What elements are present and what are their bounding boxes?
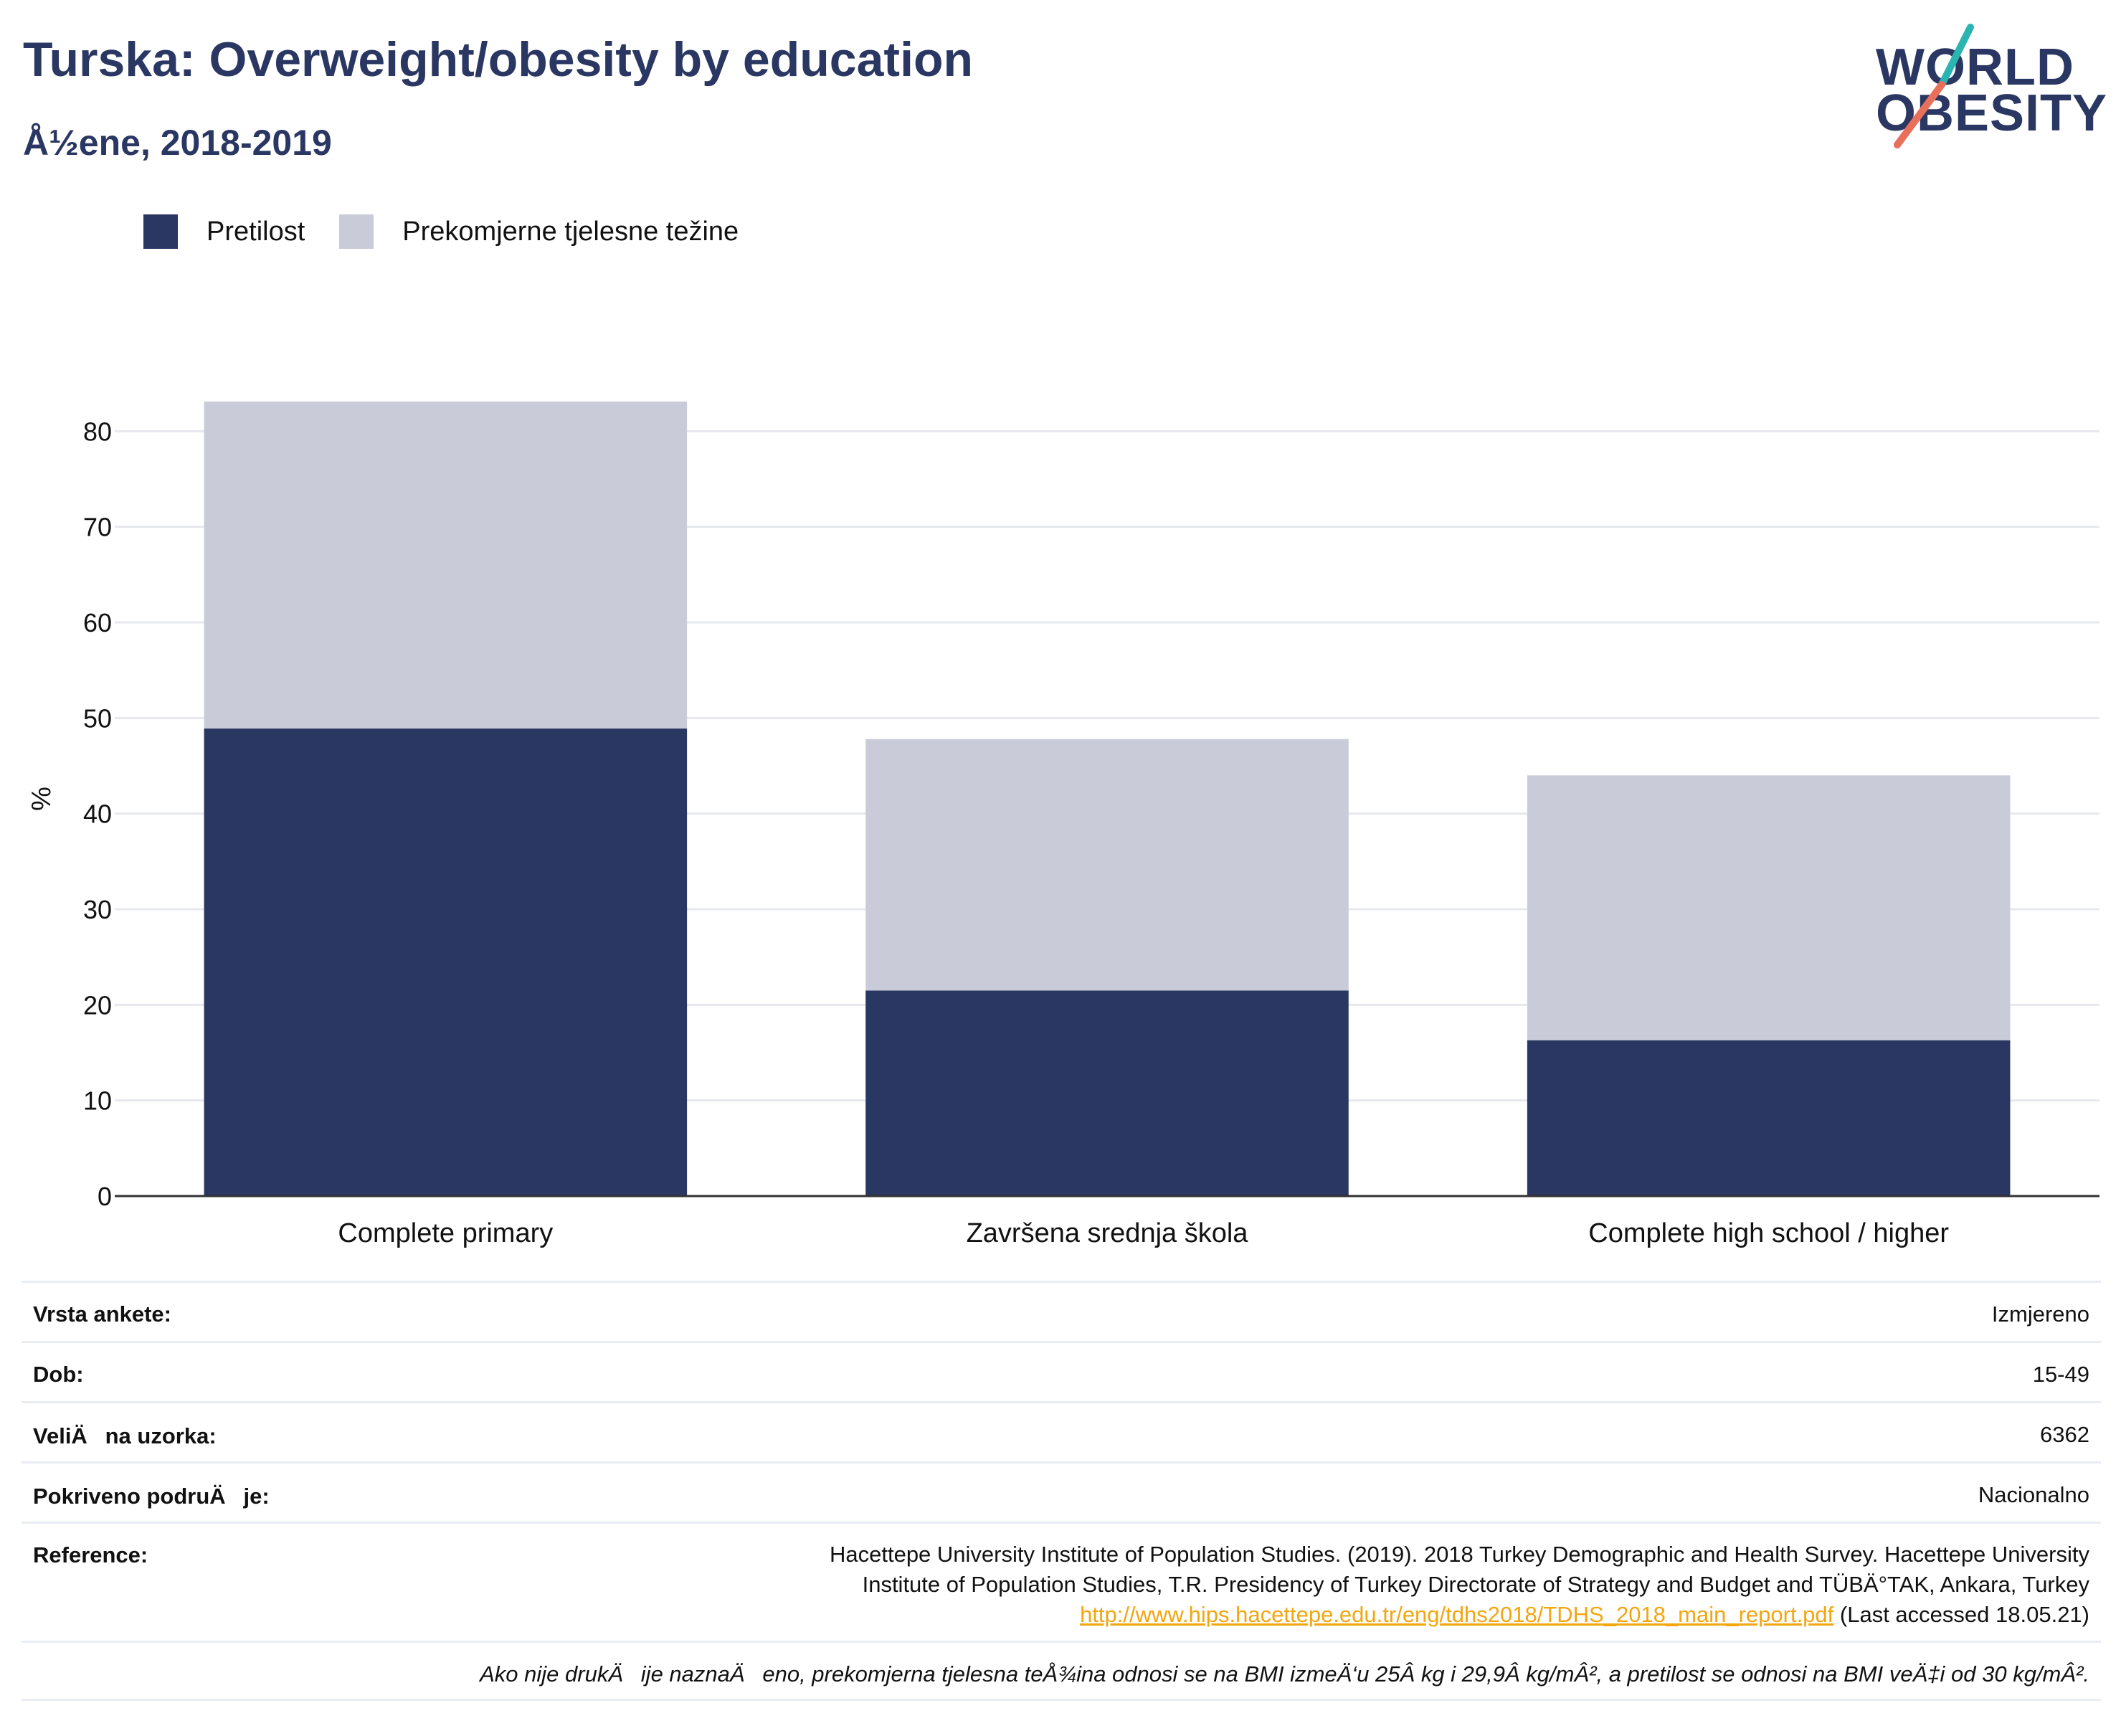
- info-label: VeliÄna uzorka:: [33, 1423, 217, 1448]
- y-tick-label: 50: [83, 703, 112, 733]
- x-tick-label: Završena srednja škola: [967, 1218, 1249, 1248]
- info-row-area-covered: Pokriveno podruÄje: Nacionalno: [22, 1461, 2101, 1522]
- info-label: Dob:: [33, 1362, 84, 1387]
- chart-title: Turska: Overweight/obesity by education: [23, 32, 974, 87]
- y-tick-label: 0: [98, 1182, 112, 1211]
- y-tick-label: 60: [83, 608, 112, 637]
- legend-label-pretilost: Pretilost: [207, 216, 305, 247]
- logo-line-obesity: OBESITY: [1876, 85, 2108, 142]
- reference-line: Hacettepe University Institute of Popula…: [829, 1542, 2089, 1567]
- logo-slash-icon: [1894, 24, 1974, 148]
- logo-line-world: WORLD: [1876, 39, 2074, 96]
- info-row-sample-size: VeliÄna uzorka: 6362: [22, 1401, 2101, 1461]
- bar-segment-pretilost: [1527, 1040, 2011, 1196]
- info-label: Vrsta ankete:: [33, 1301, 171, 1327]
- info-value: 6362: [2040, 1422, 2089, 1447]
- world-obesity-logo: WORLD OBESITY: [1864, 22, 2108, 154]
- legend-item-prekomjerne: Prekomjerne tjelesne težine: [339, 214, 739, 249]
- x-tick-label: Complete primary: [338, 1218, 553, 1248]
- stacked-bar-chart: 0 10 20 30 40 50 60 70 80% Complete primary Završe…: [27, 402, 2099, 1248]
- chart-subtitle: Å½ene, 2018-2019: [23, 123, 332, 163]
- info-value: Izmjereno: [1991, 1301, 2089, 1327]
- y-tick-label: 20: [83, 990, 112, 1020]
- info-row-age: Dob: 15-49: [22, 1341, 2101, 1401]
- reference-line: http://www.hips.hacettepe.edu.tr/eng/tdh…: [830, 1600, 2089, 1630]
- info-value: 15-49: [2032, 1362, 2089, 1387]
- y-tick-label: 10: [83, 1086, 112, 1116]
- bar-segment-pretilost: [865, 990, 1349, 1196]
- chart-legend: Pretilost Prekomjerne tjelesne težine: [143, 214, 773, 250]
- y-tick-label: 30: [83, 895, 112, 924]
- legend-swatch-prekomjerne: [339, 214, 374, 249]
- info-row-survey-type: Vrsta ankete: Izmjereno: [22, 1281, 2101, 1341]
- bar-segment-prekomjerne: [204, 402, 688, 729]
- info-label: Pokriveno podruÄje:: [33, 1484, 270, 1509]
- bar-segment-prekomjerne: [1527, 775, 2011, 1040]
- info-row-reference: Reference: Hacettepe University Institut…: [22, 1522, 2101, 1641]
- reference-accessed: (Last accessed 18.05.21): [1833, 1602, 2089, 1627]
- bar-segment-prekomjerne: [865, 739, 1349, 991]
- info-label: Reference:: [33, 1542, 148, 1567]
- bar-segment-pretilost: [204, 729, 688, 1196]
- info-value: Nacionalno: [1978, 1482, 2089, 1507]
- survey-info-table: Vrsta ankete: Izmjereno Dob: 15-49 VeliÄ…: [22, 1281, 2101, 1701]
- legend-swatch-pretilost: [143, 214, 178, 249]
- legend-item-pretilost: Pretilost: [143, 214, 305, 249]
- bmi-footnote: Ako nije drukÄije naznaÄeno, prekomjer…: [22, 1641, 2101, 1701]
- y-tick-label: 40: [83, 800, 112, 829]
- legend-label-prekomjerne: Prekomjerne tjelesne težine: [402, 216, 739, 247]
- x-tick-label: Complete high school / higher: [1588, 1218, 1949, 1248]
- y-tick-label: 80: [83, 417, 112, 446]
- reference-line: Institute of Population Studies, T.R. Pr…: [862, 1572, 2089, 1597]
- reference-link[interactable]: http://www.hips.hacettepe.edu.tr/eng/tdh…: [1080, 1602, 1834, 1627]
- reference-text: Hacettepe University Institute of Popula…: [830, 1540, 2089, 1641]
- y-tick-label: 70: [83, 513, 112, 542]
- y-axis-title: %: [27, 787, 57, 811]
